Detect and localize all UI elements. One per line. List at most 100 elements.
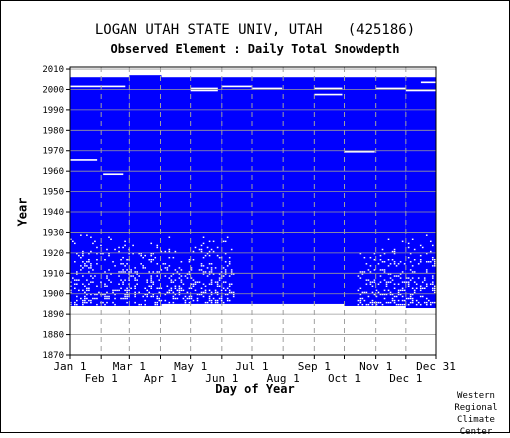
missing-point [419, 303, 422, 306]
y-tick-label: 1930 [42, 228, 64, 238]
missing-point [170, 287, 173, 290]
missing-point [138, 303, 140, 306]
missing-point [421, 287, 424, 290]
credit-line: Western [457, 391, 495, 401]
missing-point [403, 289, 406, 292]
missing-point [186, 297, 189, 300]
missing-point [228, 285, 231, 287]
missing-point [180, 289, 183, 292]
missing-point [172, 256, 175, 259]
missing-point [393, 275, 396, 277]
missing-point [100, 252, 102, 255]
missing-point [148, 271, 151, 273]
missing-point [152, 271, 155, 273]
missing-point [373, 279, 376, 281]
missing-point [130, 287, 132, 290]
missing-point [403, 299, 406, 302]
missing-point [138, 275, 140, 277]
missing-point [154, 256, 157, 259]
missing-point [126, 293, 128, 296]
x-tick-label: Dec 1 [389, 372, 422, 385]
missing-point [134, 267, 136, 269]
missing-point [82, 267, 84, 269]
missing-point [110, 238, 112, 241]
missing-point [172, 301, 175, 304]
missing-point [124, 265, 126, 267]
missing-point [431, 283, 434, 285]
missing-point [140, 254, 142, 257]
missing-point [150, 275, 153, 277]
missing-point [433, 289, 436, 292]
missing-point [190, 287, 193, 290]
missing-point [104, 259, 106, 261]
missing-point [409, 293, 412, 296]
missing-point [212, 250, 215, 253]
missing-point [180, 261, 183, 263]
missing-point [180, 275, 183, 277]
missing-point [136, 273, 138, 275]
missing-point [108, 236, 110, 238]
missing-point [413, 271, 416, 273]
missing-point [108, 254, 110, 257]
missing-point [90, 293, 92, 296]
missing-point [224, 281, 227, 283]
missing-point [208, 283, 211, 285]
plot-border [69, 66, 437, 356]
missing-point [188, 261, 191, 263]
missing-point [116, 289, 118, 292]
missing-point [126, 269, 128, 271]
missing-point [202, 273, 205, 275]
missing-point [222, 275, 225, 277]
missing-point [230, 273, 233, 275]
missing-point [220, 299, 223, 302]
missing-point [393, 248, 396, 251]
missing-point [206, 267, 209, 269]
missing-point [148, 285, 151, 287]
missing-point [379, 254, 382, 257]
missing-point [379, 275, 382, 277]
missing-point [102, 293, 104, 296]
missing-point [96, 246, 98, 249]
missing-point [114, 303, 116, 306]
missing-point [216, 291, 219, 294]
missing-point [160, 250, 163, 253]
missing-point [359, 293, 362, 296]
missing-point [202, 291, 205, 294]
missing-point [389, 273, 392, 275]
missing-point [182, 289, 185, 292]
missing-point [82, 289, 84, 292]
missing-point [178, 285, 181, 287]
missing-point [128, 271, 130, 273]
missing-point [132, 244, 134, 247]
missing-point [118, 271, 120, 273]
y-tick-label: 1880 [42, 331, 64, 341]
missing-point [387, 259, 390, 261]
missing-point [391, 293, 394, 296]
missing-point [206, 301, 209, 304]
missing-point [118, 246, 120, 249]
missing-point [375, 303, 378, 306]
missing-point [88, 252, 90, 255]
missing-point [395, 303, 398, 306]
missing-point [381, 248, 384, 251]
missing-point [373, 252, 376, 255]
missing-point [401, 295, 404, 298]
missing-segment [190, 89, 218, 92]
missing-point [158, 299, 161, 302]
missing-point [96, 303, 98, 306]
missing-point [88, 289, 90, 292]
missing-point [142, 265, 144, 267]
missing-point [76, 303, 78, 306]
missing-point [132, 252, 134, 255]
missing-point [126, 289, 128, 292]
missing-point [204, 254, 207, 257]
missing-point [385, 281, 388, 283]
missing-point [110, 281, 112, 283]
missing-point [88, 259, 90, 261]
missing-point [423, 279, 426, 281]
missing-point [150, 295, 153, 298]
missing-point [190, 295, 193, 298]
missing-point [395, 265, 398, 267]
missing-point [210, 248, 213, 251]
missing-point [200, 287, 203, 290]
